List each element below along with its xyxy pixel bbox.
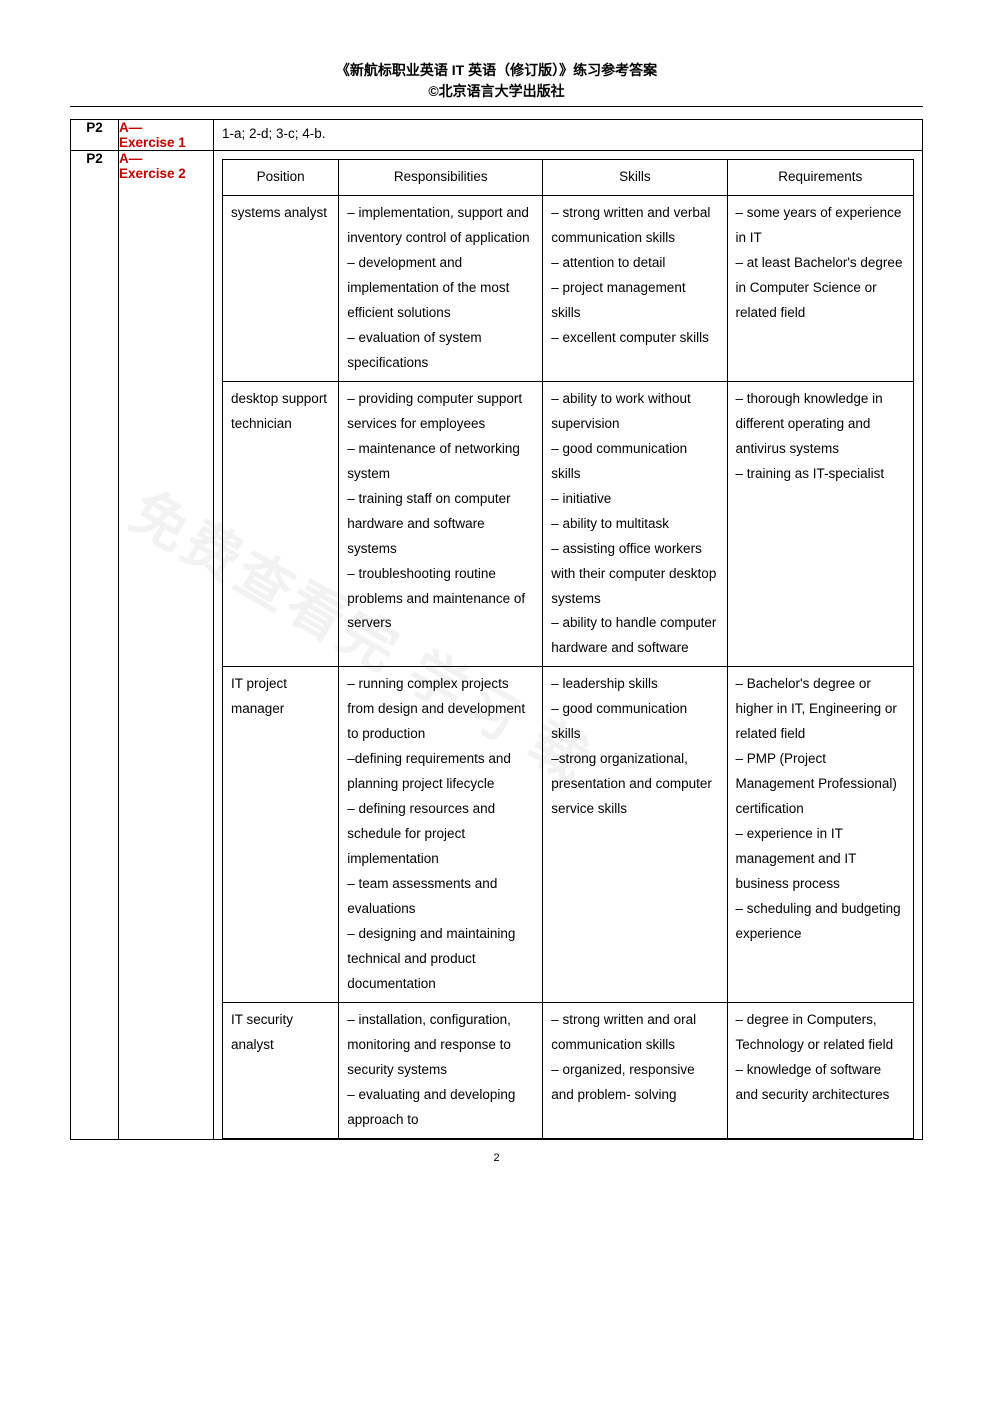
responsibilities-cell: – running complex projects from design a… <box>339 667 543 1003</box>
responsibilities-cell: – installation, configuration, monitorin… <box>339 1003 543 1139</box>
position-cell: systems analyst <box>223 195 339 381</box>
position-cell: desktop support technician <box>223 381 339 667</box>
col-responsibilities-header: Responsibilities <box>339 160 543 196</box>
page-ref-cell: P2 <box>71 151 119 1140</box>
exercise-label: Exercise 2 <box>119 166 186 181</box>
header-line1: 《新航标职业英语 IT 英语（修订版）》练习参考答案 <box>70 60 923 81</box>
table-header-row: Position Responsibilities Skills Require… <box>223 160 914 196</box>
doc-header: 《新航标职业英语 IT 英语（修订版）》练习参考答案 ©北京语言大学出版社 <box>70 60 923 102</box>
skills-cell: – leadership skills– good communication … <box>543 667 727 1003</box>
requirements-cell: – some years of experience in IT– at lea… <box>727 195 913 381</box>
exercise-cell: A— Exercise 2 <box>119 151 214 1140</box>
table-row: desktop support technician – providing c… <box>223 381 914 667</box>
table-row: IT project manager – running complex pro… <box>223 667 914 1003</box>
skills-cell: – strong written and verbal communicatio… <box>543 195 727 381</box>
requirements-cell: – degree in Computers, Technology or rel… <box>727 1003 913 1139</box>
responsibilities-cell: – implementation, support and inventory … <box>339 195 543 381</box>
exercise-label: Exercise 1 <box>119 135 186 150</box>
header-line2: ©北京语言大学出版社 <box>70 81 923 102</box>
answer-cell: 1-a; 2-d; 3-c; 4-b. <box>214 120 923 151</box>
exercise-cell: A— Exercise 1 <box>119 120 214 151</box>
answer-text: 1-a; 2-d; 3-c; 4-b. <box>214 120 922 147</box>
position-cell: IT project manager <box>223 667 339 1003</box>
table-row: systems analyst – implementation, suppor… <box>223 195 914 381</box>
table-row: IT security analyst – installation, conf… <box>223 1003 914 1139</box>
col-position-header: Position <box>223 160 339 196</box>
page-ref-cell: P2 <box>71 120 119 151</box>
col-requirements-header: Requirements <box>727 160 913 196</box>
position-cell: IT security analyst <box>223 1003 339 1139</box>
exercise-section: A— <box>119 151 142 166</box>
skills-cell: – strong written and oral communication … <box>543 1003 727 1139</box>
requirements-cell: – Bachelor's degree or higher in IT, Eng… <box>727 667 913 1003</box>
main-answer-table: P2 A— Exercise 1 1-a; 2-d; 3-c; 4-b. P2 … <box>70 119 923 1140</box>
table-row: P2 A— Exercise 2 Position Responsibiliti… <box>71 151 923 1140</box>
exercise-section: A— <box>119 120 142 135</box>
skills-cell: – ability to work without supervision– g… <box>543 381 727 667</box>
answer-cell: Position Responsibilities Skills Require… <box>214 151 923 1140</box>
col-skills-header: Skills <box>543 160 727 196</box>
page-number: 2 <box>70 1152 923 1164</box>
requirements-cell: – thorough knowledge in different operat… <box>727 381 913 667</box>
positions-table: Position Responsibilities Skills Require… <box>222 159 914 1139</box>
header-divider <box>70 106 923 107</box>
responsibilities-cell: – providing computer support services fo… <box>339 381 543 667</box>
table-row: P2 A— Exercise 1 1-a; 2-d; 3-c; 4-b. <box>71 120 923 151</box>
